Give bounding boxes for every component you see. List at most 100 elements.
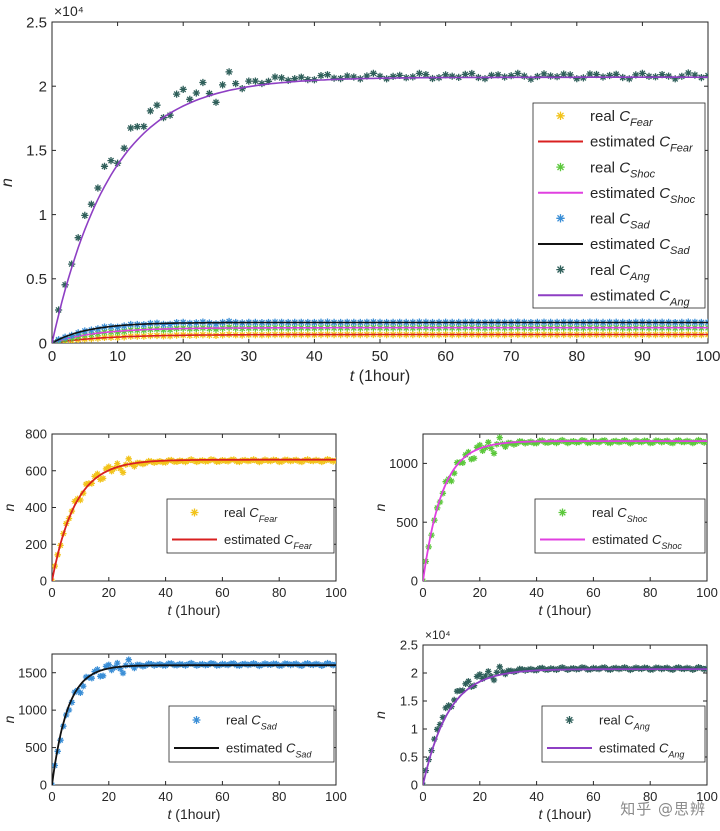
y-exponent-label: ×10⁴ [54,3,84,19]
data-point-ang [586,70,594,78]
x-tick-label: 80 [568,348,585,365]
data-point-ang [621,664,628,671]
data-point-ang [114,159,122,167]
x-tick-label: 60 [586,789,600,804]
data-point-sad [210,660,218,667]
data-point-shoc [607,439,614,447]
legend-box [168,705,335,763]
x-tick-label: 80 [272,585,286,600]
data-point-sad [68,331,76,339]
legend-marker-ang [565,716,574,724]
data-point-ang [665,72,673,80]
data-point-sad [114,323,122,331]
y-tick-label: 1000 [389,456,418,471]
data-point-ang [415,69,423,77]
legend-label-sad: real CSad [226,713,278,732]
data-point-fear [162,459,169,466]
data-point-ang [462,680,469,687]
data-point-ang [436,721,444,728]
y-tick-label: 1.5 [400,694,418,709]
data-point-shoc [510,441,518,448]
data-point-fear [253,457,260,464]
legend-label-ang: real CAng [590,262,650,283]
data-point-fear [91,473,98,480]
legend-label-ang_fit: estimated CAng [590,287,691,308]
y-tick-label: 0 [411,574,418,589]
data-point-ang [409,73,417,81]
series-group [52,656,336,785]
legend-label-ang_fit: estimated CAng [599,741,684,760]
data-point-ang [219,81,227,89]
data-point-sad [284,660,291,668]
legend-label-sad: real CSad [590,211,650,232]
legend-box [534,498,706,554]
data-point-ang [107,157,115,165]
data-point-ang [68,260,76,268]
legend-label-fear_fit: estimated CFear [590,134,694,155]
data-point-shoc [459,459,466,466]
data-point-fear [97,476,104,483]
data-point-ang [606,71,614,80]
data-point-ang [540,70,548,78]
y-tick-label: 2 [39,78,47,95]
legend-label-sad_fit: estimated CSad [226,741,312,760]
data-point-ang [612,70,620,78]
data-point-ang [271,73,279,81]
data-point-sad [241,660,249,668]
x-tick-label: 60 [215,789,229,804]
data-point-ang [513,667,520,675]
data-point-sad [188,659,195,667]
data-point-fear [119,469,127,476]
data-point-ang [592,70,601,79]
data-point-ang [678,72,686,80]
data-point-shoc [496,434,503,441]
data-point-fear [151,459,158,466]
data-point-ang [566,71,574,79]
legend-main: real CFear estimated CFear real CShoc estim… [532,102,706,308]
data-point-ang [493,669,500,676]
x-axis-label: t (1hour) [350,368,410,385]
data-point-sad [102,663,110,670]
data-point-ang [638,69,646,77]
data-point-ang [485,668,492,675]
y-exponent-label: ×10⁴ [425,628,451,642]
data-point-shoc [689,439,696,447]
y-tick-label: 1 [39,207,47,224]
y-tick-label: 0.5 [400,750,418,765]
data-point-ang [140,122,148,131]
data-point-sad [74,687,81,694]
data-point-ang [304,76,312,84]
y-axis-label: n [372,503,388,511]
fit-line-ang_fit [423,668,707,785]
data-point-ang [442,71,450,79]
data-point-sad [324,659,331,667]
data-point-ang [225,68,233,76]
x-tick-label: 30 [240,348,257,365]
data-point-ang [451,696,458,704]
data-point-ang [376,72,384,80]
data-point-fear [131,463,138,470]
data-point-shoc [615,439,623,446]
data-point-ang [459,687,466,694]
data-point-shoc [476,441,483,449]
data-point-ang [127,124,135,132]
data-point-ang [490,676,498,684]
data-point-ang [153,101,161,109]
legend-marker-sad [556,214,565,223]
x-tick-label: 60 [437,348,454,365]
legend-fear: real CFear estimated CFear [166,498,335,554]
data-point-fear [105,463,112,470]
data-point-sad [312,660,320,668]
data-point-shoc [470,455,478,462]
data-point-ang [396,71,404,79]
data-point-shoc [564,439,571,447]
data-point-ang [625,75,633,83]
fit-line-shoc_fit [423,440,707,581]
x-tick-label: 100 [325,585,347,600]
data-point-ang [671,75,679,83]
data-point-ang [684,69,692,77]
data-point-ang [232,80,240,88]
data-point-shoc [513,440,520,447]
legend-marker-sad [192,716,201,724]
